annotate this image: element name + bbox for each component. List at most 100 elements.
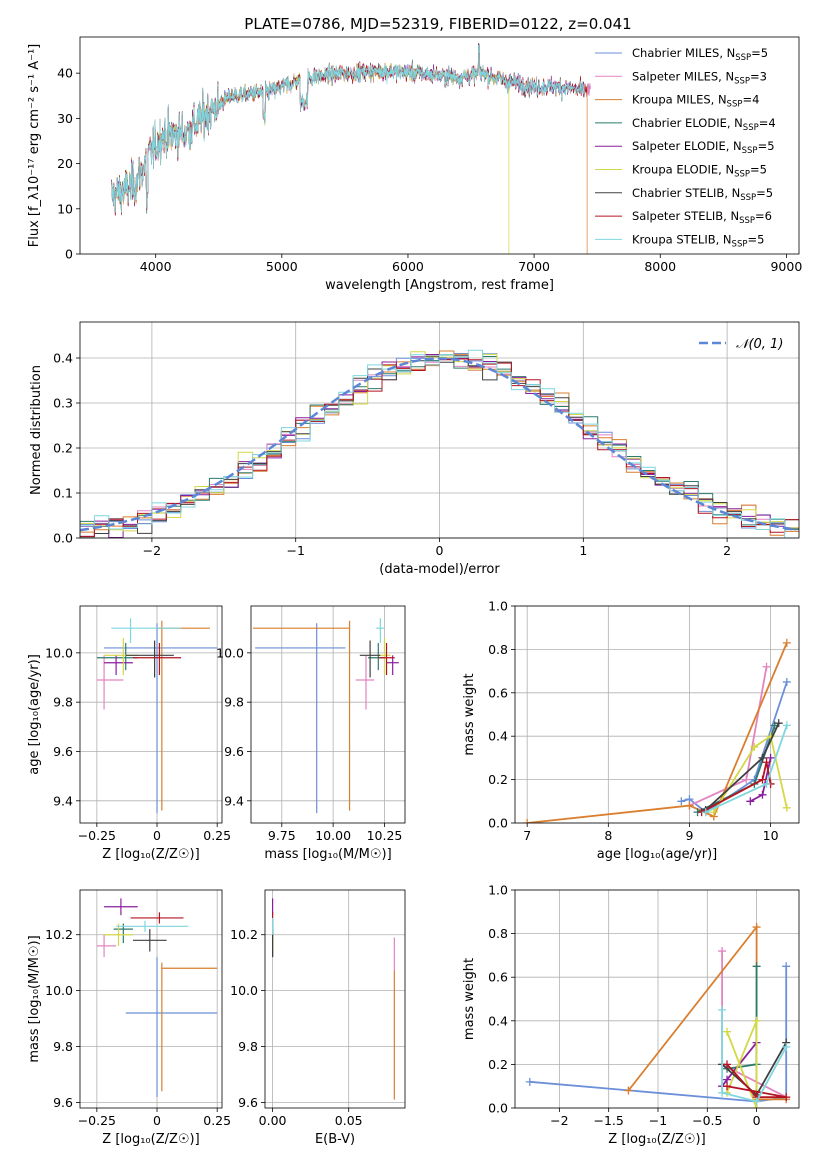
legend-entry-salpeter-miles: Salpeter MILES, NSSP=3 <box>632 69 767 86</box>
x-axis-label: Z [log₁₀(Z/Z☉)] <box>608 1132 705 1147</box>
legend-label: Chabrier ELODIE, N <box>632 116 743 130</box>
x-tick-label: 10.00 <box>315 828 351 843</box>
y-tick-label: 10.2 <box>45 927 73 942</box>
weight-marker <box>523 819 532 823</box>
x-tick-label: 1 <box>579 543 587 558</box>
y-tick-label: 0.6 <box>488 685 508 700</box>
weight-marker <box>701 808 710 817</box>
errorbar-chabrier-miles <box>255 623 346 814</box>
x-tick-label: 8 <box>604 828 612 843</box>
spectrum-panel: 4000 5000 6000 7000 8000 9000 0 10 20 30 40 wavelen… <box>27 36 802 293</box>
y-axis-label: mass weight <box>462 958 477 1040</box>
x-tick-label: 0 <box>436 543 444 558</box>
x-tick-label: −2 <box>143 543 161 558</box>
weight-marker <box>758 753 767 762</box>
y-tick-label: 0.4 <box>488 729 508 744</box>
x-tick-label: 0 <box>753 1113 761 1128</box>
legend-suffix: =4 <box>742 93 759 107</box>
y-axis-label: mass weight <box>462 673 477 755</box>
weight-marker <box>752 1016 761 1025</box>
weight-marker <box>782 1093 791 1102</box>
weight-marker <box>718 1005 727 1014</box>
axes-frame <box>79 321 800 539</box>
y-tick-label: 9.4 <box>224 793 244 808</box>
x-tick-label: 8000 <box>644 259 676 274</box>
x-axis-label: wavelength [Angstrom, rest frame] <box>325 278 554 293</box>
y-tick-label: 0.8 <box>488 926 508 941</box>
errorbar-salpeter-stelib <box>130 912 184 924</box>
axes-frame <box>264 889 406 1109</box>
errorbar-salpeter-miles <box>355 655 375 710</box>
x-tick-label: 7 <box>523 828 531 843</box>
weight-line <box>721 1009 787 1103</box>
weight-marker <box>782 1042 791 1051</box>
legend-subscript: SSP <box>739 216 755 226</box>
legend-label: Salpeter ELODIE, N <box>632 139 742 153</box>
y-tick-label: 10.0 <box>216 645 244 660</box>
errorbar-kroupa-stelib <box>116 920 189 932</box>
legend-subscript: SSP <box>743 123 759 133</box>
weight-marker <box>774 719 783 728</box>
legend-suffix: =5 <box>750 163 767 177</box>
y-tick-label: 10.0 <box>45 645 73 660</box>
weight-marker <box>782 638 791 647</box>
y-tick-label: 9.4 <box>53 793 73 808</box>
legend-subscript: SSP <box>742 146 758 156</box>
mass-weight-vs-metallicity-panel: −2 −1.5 −1 −0.5 0 0.0 0.2 0.4 0.6 0.8 1.0 Z [log₁₀(… <box>462 883 800 1147</box>
legend-suffix: =4 <box>759 116 776 130</box>
y-tick-label: 0.0 <box>53 531 73 546</box>
y-axis-label: Flux [f_λ10⁻¹⁷ erg cm⁻² s⁻¹ A⁻¹] <box>27 44 42 248</box>
weight-series-kroupa-stelib <box>718 1005 791 1106</box>
weight-marker <box>752 962 761 971</box>
weight-marker <box>723 1082 732 1091</box>
weight-marker <box>723 1027 732 1036</box>
y-tick-label: 0.6 <box>488 970 508 985</box>
errorbar-chabrier-stelib <box>125 640 174 678</box>
errorbar-salpeter-miles <box>96 934 117 958</box>
x-tick-label: −0.5 <box>692 1113 722 1128</box>
errorbar-salpeter-elodie <box>386 655 399 676</box>
weight-marker <box>677 797 686 806</box>
errorbar-chabrier-miles <box>125 957 218 1097</box>
x-tick-label: 7000 <box>518 259 550 274</box>
y-tick-label: 0.3 <box>53 396 73 411</box>
legend-entry-normal: 𝒩(0, 1) <box>736 337 783 352</box>
legend-suffix: =5 <box>751 46 768 60</box>
legend-entry-salpeter-elodie: Salpeter ELODIE, NSSP=5 <box>632 139 775 156</box>
y-tick-label: 10 <box>57 201 73 216</box>
weight-marker <box>782 962 791 971</box>
legend-label: Salpeter STELIB, N <box>632 209 739 223</box>
age-vs-mass-panel: 9.75 10.00 10.25 9.4 9.6 9.8 10.0 mass [log₁₀(M… <box>216 605 406 862</box>
legend-suffix: =5 <box>747 232 764 246</box>
figure-title: PLATE=0786, MJD=52319, FIBERID=0122, z=0… <box>244 15 631 33</box>
weight-line <box>701 761 772 813</box>
errorbar-chabrier-elodie <box>96 642 138 671</box>
legend-label: Kroupa STELIB, N <box>632 232 732 246</box>
x-tick-label: 0.25 <box>203 828 231 843</box>
y-tick-label: 0.8 <box>488 642 508 657</box>
y-tick-label: 0.1 <box>53 486 73 501</box>
errorbar-chabrier-stelib <box>359 640 381 678</box>
weight-marker <box>718 1088 727 1097</box>
weight-series-kroupa-elodie <box>709 732 791 817</box>
legend-subscript: SSP <box>727 100 743 110</box>
y-tick-label: 9.6 <box>238 1095 258 1110</box>
legend-subscript: SSP <box>740 193 756 203</box>
y-tick-label: 0.0 <box>488 1101 508 1116</box>
x-tick-label: −1 <box>649 1113 667 1128</box>
legend-entry-kroupa-stelib: Kroupa STELIB, NSSP=5 <box>632 232 764 249</box>
errorbar-kroupa-miles <box>161 962 218 1092</box>
legend-label: Salpeter MILES, N <box>632 69 734 83</box>
errorbar-salpeter-elodie <box>104 655 133 676</box>
plot-area <box>96 618 218 814</box>
x-tick-label: 0 <box>153 1113 161 1128</box>
x-axis-label: age [log₁₀(age/yr)] <box>597 847 718 862</box>
plot-area <box>525 923 791 1108</box>
axes-frame <box>79 605 223 824</box>
errorbar-salpeter-elodie <box>104 898 138 916</box>
y-tick-label: 0 <box>65 247 73 262</box>
weight-marker <box>758 790 767 799</box>
normal-reference-curve <box>80 357 797 532</box>
errorbar-chabrier-miles <box>104 623 218 814</box>
